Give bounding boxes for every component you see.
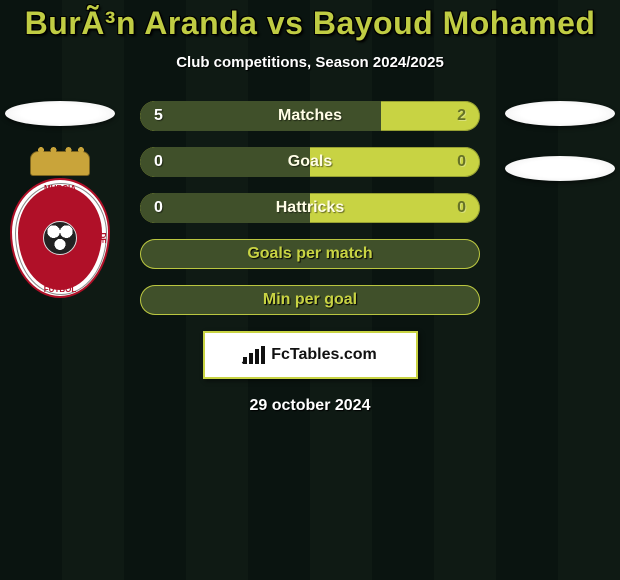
shield-body: MURCIA CLUB DE FUTBOL [10,178,110,298]
football-icon [43,221,77,255]
stat-value-right: 0 [457,147,466,177]
comparison-bars: 5Matches20Goals00Hattricks0Goals per mat… [140,101,480,315]
main-area: MURCIA CLUB DE FUTBOL 5Matches20Goals00H… [0,101,620,415]
stat-label: Goals [140,147,480,177]
stat-row: Goals per match [140,239,480,269]
subtitle: Club competitions, Season 2024/2025 [0,54,620,71]
page-title: BurÃ³n Aranda vs Bayoud Mohamed [0,5,620,42]
stat-value-right: 2 [457,101,466,131]
brand-chart-icon [243,346,265,364]
right-placeholder-ellipse-2 [505,156,615,181]
right-team-column [505,101,615,181]
stat-value-right: 0 [457,193,466,223]
left-placeholder-ellipse [5,101,115,126]
stat-label: Matches [140,101,480,131]
left-club-shield: MURCIA CLUB DE FUTBOL [5,151,115,301]
stat-label: Hattricks [140,193,480,223]
stat-label: Goals per match [140,239,480,269]
stat-row: 0Goals0 [140,147,480,177]
stat-row: Min per goal [140,285,480,315]
left-team-column: MURCIA CLUB DE FUTBOL [5,101,115,301]
content: BurÃ³n Aranda vs Bayoud Mohamed Club com… [0,0,620,415]
stat-row: 0Hattricks0 [140,193,480,223]
shield-icon: MURCIA CLUB DE FUTBOL [10,151,110,301]
stat-label: Min per goal [140,285,480,315]
brand-box: FcTables.com [203,331,418,379]
right-placeholder-ellipse-1 [505,101,615,126]
stat-row: 5Matches2 [140,101,480,131]
crown-icon [30,151,90,176]
date-label: 29 october 2024 [0,397,620,415]
brand-label: FcTables.com [271,346,377,364]
